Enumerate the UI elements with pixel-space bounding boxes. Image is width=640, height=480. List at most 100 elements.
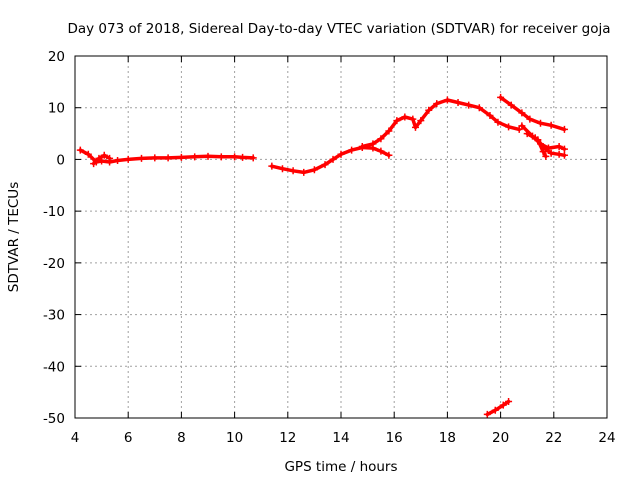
y-tick-label: -20 <box>43 256 65 272</box>
data-point <box>310 166 318 174</box>
data-point <box>90 160 98 168</box>
x-tick-label: 12 <box>279 430 296 446</box>
x-tick-label: 14 <box>332 430 349 446</box>
data-point <box>268 162 276 170</box>
y-tick-label: -40 <box>43 359 65 375</box>
data-point <box>499 401 507 409</box>
data-point <box>560 125 568 133</box>
data-point <box>483 410 491 418</box>
y-tick-label: -30 <box>43 308 65 324</box>
data-point <box>505 397 513 405</box>
data-point <box>526 115 534 123</box>
data-point <box>443 96 451 104</box>
y-tick-label: -50 <box>43 411 65 427</box>
data-point <box>555 143 563 150</box>
data-point <box>95 154 103 162</box>
data-point <box>515 125 523 133</box>
data-point <box>454 99 462 107</box>
data-point <box>534 136 542 144</box>
data-point <box>494 118 502 126</box>
series-line <box>360 98 521 149</box>
data-point <box>555 150 563 158</box>
data-point <box>321 161 329 169</box>
x-tick-label: 24 <box>598 430 615 446</box>
data-point <box>329 155 337 163</box>
data-point <box>151 154 159 162</box>
series-segment-4 <box>497 93 568 133</box>
data-point <box>204 152 212 160</box>
data-point <box>385 151 393 159</box>
data-point <box>518 122 526 130</box>
data-point <box>486 111 494 119</box>
data-point <box>537 119 544 127</box>
data-point <box>249 154 257 162</box>
data-point <box>177 153 185 161</box>
y-tick-label: 20 <box>48 49 65 65</box>
series-layer <box>76 93 568 418</box>
data-point <box>433 100 441 108</box>
data-point <box>560 145 568 153</box>
tick-layer: 4 6 8 10 12 14 16 18 20 22 24 20 10 0 -10 -20 -30 -40 -50 <box>43 49 616 446</box>
data-point <box>369 140 377 148</box>
data-point <box>507 101 515 109</box>
x-tick-label: 8 <box>177 430 186 446</box>
grid <box>75 56 607 418</box>
series-line <box>525 131 548 159</box>
x-tick-label: 16 <box>386 430 403 446</box>
x-tick-label: 20 <box>492 430 509 446</box>
data-point <box>542 152 550 160</box>
data-point <box>417 117 425 125</box>
x-tick-label: 22 <box>545 430 562 446</box>
series-line <box>498 95 567 132</box>
data-point <box>358 143 366 150</box>
data-point <box>278 165 286 173</box>
data-point <box>76 146 84 154</box>
series-segment-7 <box>523 130 550 160</box>
data-point <box>547 121 555 129</box>
data-point <box>100 151 108 159</box>
data-point <box>217 153 225 161</box>
y-axis-label: SDTVAR / TECUs <box>6 182 22 292</box>
data-point <box>106 154 114 162</box>
data-point <box>289 167 297 175</box>
x-tick-label: 6 <box>124 430 133 446</box>
data-point <box>348 146 356 154</box>
data-point <box>84 150 92 158</box>
data-point <box>191 153 199 161</box>
x-tick-label: 10 <box>226 430 243 446</box>
data-point <box>491 406 499 414</box>
data-point <box>523 130 531 138</box>
data-point <box>401 113 409 121</box>
data-point <box>505 123 513 131</box>
data-point <box>124 155 132 163</box>
series-segment-1-branch <box>90 151 114 168</box>
data-point <box>300 168 308 176</box>
x-tick-label: 18 <box>439 430 456 446</box>
data-point <box>138 154 145 162</box>
series-segment-2 <box>268 144 393 176</box>
data-point <box>337 150 345 158</box>
data-point <box>518 109 526 117</box>
data-point <box>164 154 172 162</box>
data-point <box>475 104 483 112</box>
data-point <box>560 151 568 159</box>
data-point <box>497 93 505 101</box>
data-point <box>411 123 419 131</box>
x-axis-label: GPS time / hours <box>284 459 397 475</box>
data-point <box>409 115 417 123</box>
data-point <box>231 153 239 161</box>
chart-title: Day 073 of 2018, Sidereal Day-to-day VTE… <box>67 21 610 37</box>
y-tick-label: 0 <box>56 152 65 168</box>
data-point <box>547 149 555 157</box>
data-point <box>393 117 401 125</box>
series-segment-1 <box>76 146 257 166</box>
series-segment-8 <box>483 397 513 418</box>
data-point <box>377 135 385 143</box>
data-point <box>377 147 385 155</box>
data-point <box>239 153 247 161</box>
series-segment-3 <box>358 96 523 150</box>
data-point <box>539 148 547 156</box>
data-point <box>465 101 473 109</box>
series-line <box>485 399 511 417</box>
